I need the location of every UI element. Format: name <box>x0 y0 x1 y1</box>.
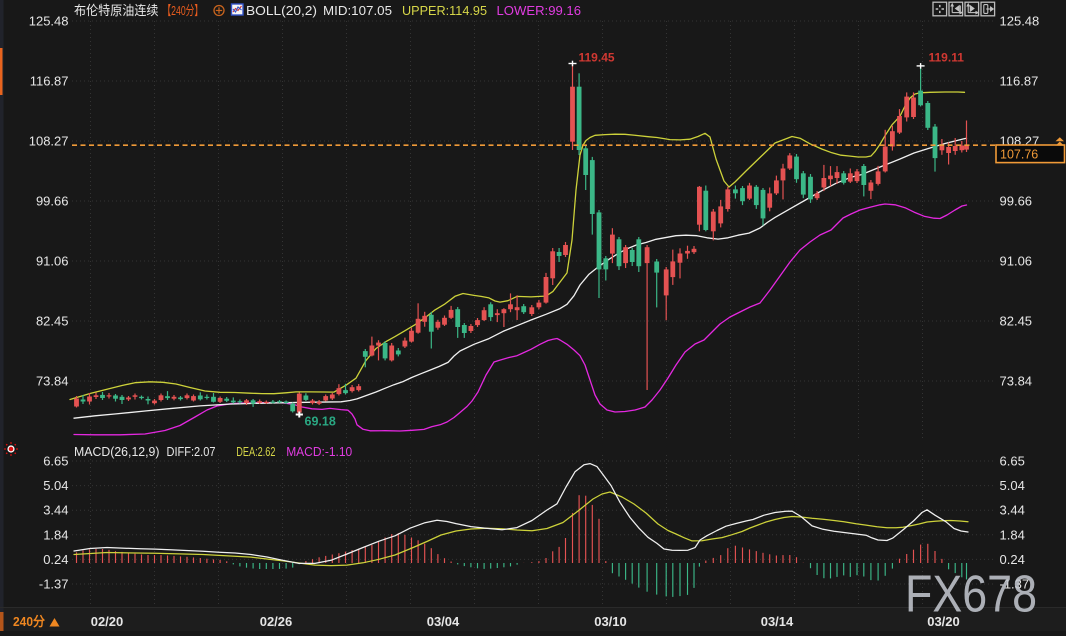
svg-text:99.66: 99.66 <box>1000 194 1033 209</box>
svg-text:125.48: 125.48 <box>29 14 69 29</box>
svg-text:82.45: 82.45 <box>1000 314 1033 329</box>
svg-text:布伦特原油连续: 布伦特原油连续 <box>74 3 159 18</box>
svg-text:119.11: 119.11 <box>929 51 965 65</box>
svg-text:03/10: 03/10 <box>594 614 627 629</box>
svg-text:DEA:2.62: DEA:2.62 <box>236 444 275 459</box>
svg-text:107.76: 107.76 <box>1000 148 1038 162</box>
svg-text:LOWER:99.16: LOWER:99.16 <box>497 3 582 18</box>
svg-text:02/26: 02/26 <box>260 614 293 629</box>
svg-text:119.45: 119.45 <box>579 51 615 65</box>
svg-text:MACD:-1.10: MACD:-1.10 <box>286 444 352 459</box>
svg-text:FX678: FX678 <box>905 566 1037 624</box>
svg-text:UPPER:114.95: UPPER:114.95 <box>402 3 487 18</box>
svg-text:-1.37: -1.37 <box>39 577 69 592</box>
svg-text:82.45: 82.45 <box>36 314 69 329</box>
svg-text:108.27: 108.27 <box>29 134 69 149</box>
svg-text:DIFF:2.07: DIFF:2.07 <box>167 444 216 459</box>
svg-text:0.24: 0.24 <box>43 552 68 567</box>
svg-text:MID:107.05: MID:107.05 <box>323 3 392 18</box>
svg-text:125.48: 125.48 <box>1000 14 1040 29</box>
svg-text:91.06: 91.06 <box>1000 254 1033 269</box>
svg-text:03/04: 03/04 <box>427 614 460 629</box>
svg-text:03/14: 03/14 <box>761 614 794 629</box>
svg-text:BOLL(20,2): BOLL(20,2) <box>246 3 317 18</box>
svg-text:116.87: 116.87 <box>30 74 69 89</box>
svg-text:5.04: 5.04 <box>43 478 68 493</box>
svg-text:6.65: 6.65 <box>1000 454 1025 469</box>
svg-text:MACD(26,12,9): MACD(26,12,9) <box>74 444 160 459</box>
svg-text:240分: 240分 <box>13 614 45 629</box>
svg-text:5.04: 5.04 <box>1000 478 1025 493</box>
svg-text:69.18: 69.18 <box>305 415 336 429</box>
svg-text:【240分】: 【240分】 <box>163 3 204 18</box>
svg-text:73.84: 73.84 <box>1000 374 1033 389</box>
svg-text:3.44: 3.44 <box>1000 503 1025 518</box>
svg-text:6.65: 6.65 <box>43 454 68 469</box>
svg-text:91.06: 91.06 <box>36 254 69 269</box>
svg-text:116.87: 116.87 <box>1000 74 1039 89</box>
svg-text:73.84: 73.84 <box>36 374 69 389</box>
svg-text:1.84: 1.84 <box>43 527 68 542</box>
svg-text:3.44: 3.44 <box>43 503 68 518</box>
svg-text:02/20: 02/20 <box>91 614 124 629</box>
svg-text:1.84: 1.84 <box>1000 527 1025 542</box>
svg-text:99.66: 99.66 <box>36 194 69 209</box>
